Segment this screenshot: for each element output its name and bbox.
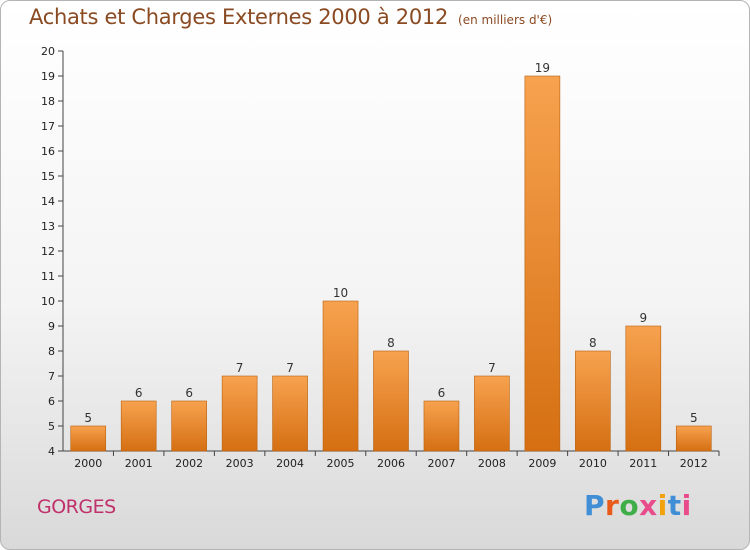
y-tick-label: 5 [48, 420, 55, 433]
data-label-2005: 10 [333, 286, 348, 300]
x-tick-label: 2006 [377, 457, 405, 470]
x-tick-label: 2010 [579, 457, 607, 470]
place-name: GORGES [37, 496, 116, 518]
bars-group [70, 75, 712, 452]
y-tick-label: 14 [41, 195, 55, 208]
data-labels-group: 5 6 6 7 7 10 8 6 7 19 8 9 5 [84, 61, 697, 425]
bar-2005 [322, 300, 359, 452]
y-tick-label: 15 [41, 170, 55, 183]
x-tick-label: 2012 [680, 457, 708, 470]
brand-logo[interactable]: Proxiti [584, 489, 692, 522]
bar-2001 [120, 400, 157, 452]
chart-title: Achats et Charges Externes 2000 à 2012 (e… [29, 5, 552, 29]
x-tick-label: 2005 [327, 457, 355, 470]
y-axis: 4 5 6 7 8 9 10 11 12 13 14 15 16 17 18 19 20 [41, 45, 64, 458]
y-tick-label: 8 [48, 345, 55, 358]
chart-title-text: Achats et Charges Externes 2000 à 2012 [29, 5, 449, 29]
bar-2006 [373, 350, 409, 452]
x-tick-label: 2007 [427, 457, 455, 470]
data-label-2009: 19 [535, 61, 550, 75]
brand-letter: x [639, 489, 658, 522]
bar-2004 [272, 375, 308, 452]
brand-letter: o [619, 489, 640, 522]
x-tick-label: 2001 [125, 457, 153, 470]
bar-2012 [675, 425, 712, 452]
bar-2008 [474, 375, 510, 452]
y-tick-label: 16 [41, 145, 55, 158]
brand-letter: t [667, 489, 682, 522]
data-label-2001: 6 [135, 386, 143, 400]
data-label-2004: 7 [286, 361, 294, 375]
y-tick-label: 13 [41, 220, 55, 233]
data-label-2006: 8 [387, 336, 395, 350]
y-tick-label: 18 [41, 95, 55, 108]
bar-2009 [524, 75, 561, 452]
bar-2002 [171, 400, 207, 452]
x-tick-label: 2000 [74, 457, 102, 470]
data-label-2000: 5 [84, 411, 92, 425]
bar-2003 [221, 375, 258, 452]
data-label-2012: 5 [690, 411, 698, 425]
data-label-2010: 8 [589, 336, 597, 350]
y-tick-label: 7 [48, 370, 55, 383]
y-tick-label: 17 [41, 120, 55, 133]
brand-letter: r [605, 489, 620, 522]
bar-2010 [575, 350, 611, 452]
y-tick-label: 19 [41, 70, 55, 83]
data-label-2003: 7 [236, 361, 244, 375]
x-axis: 2000 2001 2002 2003 2004 2005 2006 2007 2008 2009… [63, 450, 720, 470]
y-tick-label: 20 [41, 45, 55, 58]
brand-letter: i [657, 489, 668, 522]
data-label-2008: 7 [488, 361, 496, 375]
bar-2000 [70, 425, 107, 452]
x-tick-label: 2004 [276, 457, 304, 470]
x-tick-label: 2003 [226, 457, 254, 470]
chart-unit-note: (en milliers d'€) [458, 13, 553, 27]
data-label-2011: 9 [639, 311, 647, 325]
data-label-2002: 6 [185, 386, 193, 400]
data-label-2007: 6 [438, 386, 446, 400]
brand-letter: i [681, 489, 692, 522]
brand-letter: P [584, 489, 606, 522]
bar-2007 [423, 400, 460, 452]
y-tick-label: 11 [41, 270, 55, 283]
x-tick-label: 2008 [478, 457, 506, 470]
y-tick-label: 6 [48, 395, 55, 408]
y-tick-label: 4 [48, 445, 55, 458]
y-tick-label: 9 [48, 320, 55, 333]
x-tick-label: 2011 [629, 457, 657, 470]
bar-2011 [625, 325, 662, 452]
x-tick-label: 2009 [528, 457, 556, 470]
x-tick-label: 2002 [175, 457, 203, 470]
y-tick-label: 12 [41, 245, 55, 258]
y-tick-label: 10 [41, 295, 55, 308]
